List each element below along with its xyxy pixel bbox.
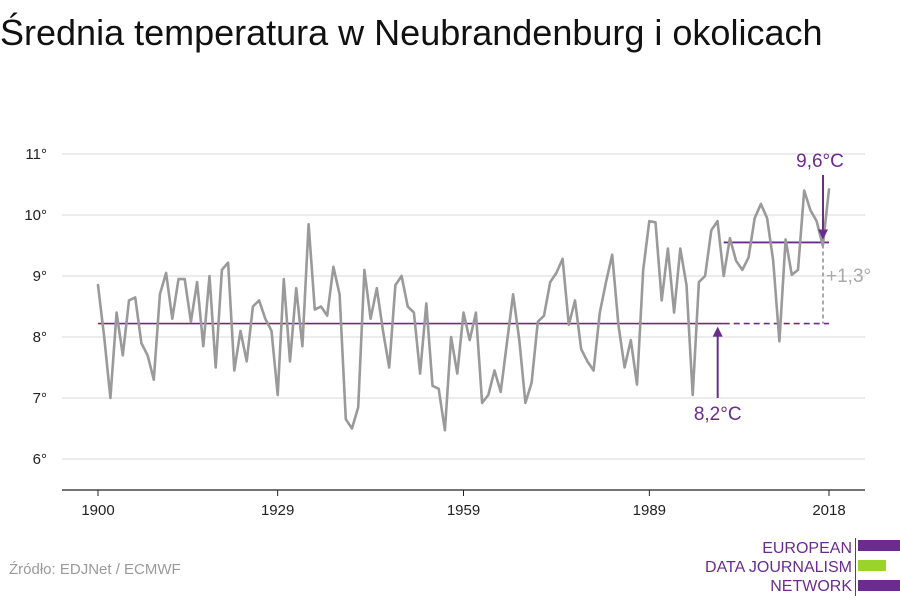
logo-line-3: NETWORK (770, 578, 852, 595)
y-tick-label: 7° (33, 390, 47, 407)
gridlines (62, 153, 865, 460)
x-tick-label: 1929 (261, 502, 294, 519)
logo-bar-top (858, 540, 900, 551)
logo-divider (855, 538, 856, 596)
temperature-series (96, 188, 831, 432)
baseline-arrowhead (712, 326, 723, 337)
logo-bar-middle (858, 560, 886, 571)
logo-text: EUROPEAN DATA JOURNALISM NETWORK (705, 539, 852, 596)
logo-bar-bottom (858, 580, 900, 591)
source-note: Źródło: EDJNet / ECMWF (9, 561, 181, 578)
y-tick-label: 8° (33, 329, 47, 346)
recent-label: 9,6°C (796, 151, 844, 172)
x-tick-label: 1989 (633, 502, 666, 519)
x-axis: 1900 1929 1959 1989 2018 (62, 489, 865, 519)
x-tick-label: 1959 (447, 502, 480, 519)
y-tick-label: 11° (25, 146, 47, 163)
recent-arrowhead (818, 229, 828, 240)
x-tick-label: 2018 (812, 502, 845, 519)
annotations: 8,2°C 9,6°C +1,3° (694, 151, 871, 425)
x-tick-label: 1900 (81, 502, 114, 519)
logo-line-2: DATA JOURNALISM (705, 559, 852, 576)
logo-line-1: EUROPEAN (762, 540, 852, 557)
baseline-label: 8,2°C (694, 404, 742, 425)
difference-label: +1,3° (826, 266, 871, 287)
y-tick-label: 9° (33, 268, 47, 285)
edjnet-logo: EUROPEAN DATA JOURNALISM NETWORK (700, 537, 900, 597)
y-axis-ticks: 6° 7° 8° 9° 10° 11° (24, 146, 47, 468)
y-tick-label: 6° (33, 451, 47, 468)
y-tick-label: 10° (24, 207, 47, 224)
chart-title: Średnia temperatura w Neubrandenburg i o… (0, 12, 823, 53)
temperature-line (96, 188, 831, 432)
